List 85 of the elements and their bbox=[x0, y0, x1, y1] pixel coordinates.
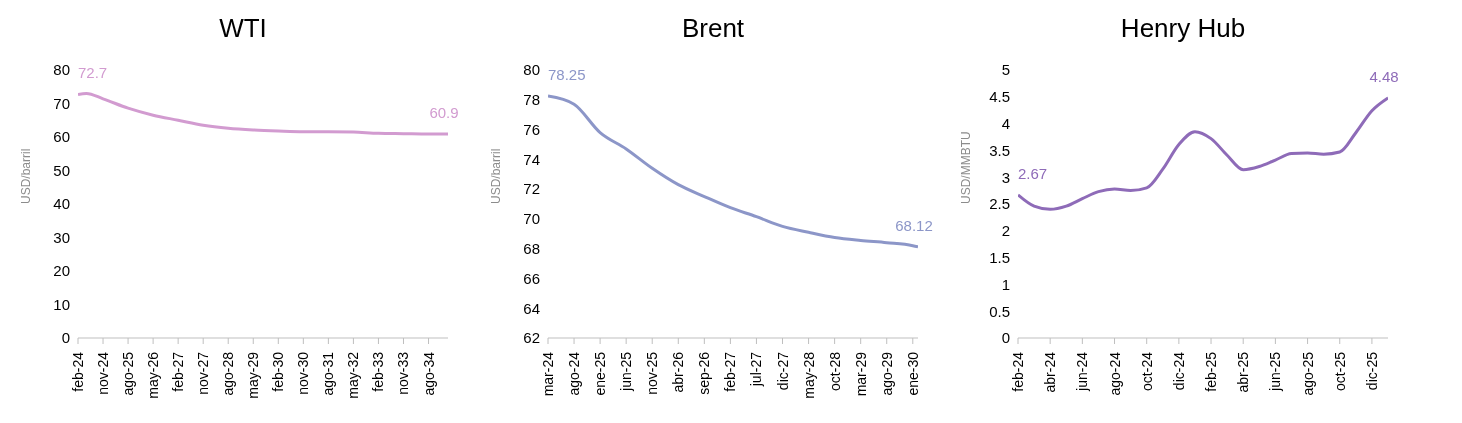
data-label: 60.9 bbox=[429, 103, 459, 121]
y-tick-label: 0.5 bbox=[989, 302, 1010, 320]
data-label: 78.25 bbox=[548, 66, 586, 84]
y-tick-label: 4 bbox=[1001, 114, 1010, 132]
y-tick-label: 80 bbox=[523, 61, 540, 79]
y-tick-label: 50 bbox=[53, 161, 70, 179]
x-tick-label: ago-24 bbox=[1106, 351, 1123, 396]
x-tick-label: oct-28 bbox=[826, 351, 843, 391]
line-series bbox=[1018, 96, 1388, 211]
x-tick-label: may-32 bbox=[345, 351, 362, 399]
x-tick-label: feb-27 bbox=[170, 351, 187, 392]
y-tick-label: 3 bbox=[1001, 168, 1010, 186]
x-tick-label: mar-24 bbox=[540, 351, 556, 397]
data-label: 2.67 bbox=[1018, 164, 1048, 182]
x-tick-label: feb-25 bbox=[1203, 351, 1220, 392]
x-tick-label: oct-25 bbox=[1331, 351, 1348, 391]
x-tick-label: sep-26 bbox=[696, 351, 713, 395]
y-tick-label: 70 bbox=[523, 210, 540, 228]
y-tick-label: 20 bbox=[53, 262, 70, 280]
x-tick-label: feb-24 bbox=[70, 351, 86, 392]
x-tick-label: mar-29 bbox=[852, 351, 869, 397]
x-tick-label: feb-30 bbox=[270, 351, 287, 392]
x-tick-label: jun-25 bbox=[1267, 351, 1284, 392]
y-tick-label: 68 bbox=[523, 239, 540, 257]
x-tick-label: dic-24 bbox=[1170, 351, 1187, 391]
y-tick-label: 76 bbox=[523, 120, 540, 138]
data-label: 68.12 bbox=[895, 216, 933, 234]
y-axis-title: USD/barril bbox=[19, 148, 34, 204]
x-tick-label: may-26 bbox=[145, 351, 162, 399]
x-tick-label: abr-26 bbox=[670, 351, 687, 393]
y-tick-label: 40 bbox=[53, 195, 70, 213]
x-tick-label: oct-24 bbox=[1138, 351, 1155, 391]
y-axis-title: USD/MMBTU bbox=[959, 131, 974, 204]
y-tick-label: 2.5 bbox=[989, 195, 1010, 213]
y-tick-label: 72 bbox=[523, 180, 540, 198]
y-tick-label: 64 bbox=[523, 299, 540, 317]
x-tick-label: may-29 bbox=[245, 351, 262, 399]
y-tick-label: 0 bbox=[1001, 329, 1010, 347]
x-tick-label: nov-27 bbox=[195, 351, 212, 395]
y-tick-label: 10 bbox=[53, 295, 70, 313]
y-tick-label: 1.5 bbox=[989, 248, 1010, 266]
x-tick-label: jun-25 bbox=[618, 351, 635, 392]
x-tick-label: feb-24 bbox=[1010, 351, 1026, 392]
y-tick-label: 80 bbox=[53, 61, 70, 79]
x-tick-label: ene-25 bbox=[592, 351, 609, 396]
x-tick-label: abr-24 bbox=[1042, 351, 1059, 393]
x-tick-label: ago-25 bbox=[1299, 351, 1316, 396]
data-label: 4.48 bbox=[1369, 67, 1399, 85]
x-tick-label: dic-27 bbox=[774, 351, 791, 391]
y-tick-label: 70 bbox=[53, 94, 70, 112]
y-tick-label: 3.5 bbox=[989, 141, 1010, 159]
x-tick-label: ago-24 bbox=[566, 351, 583, 396]
x-tick-label: nov-33 bbox=[395, 351, 412, 395]
x-tick-label: ago-34 bbox=[420, 351, 437, 396]
x-tick-label: jun-24 bbox=[1074, 351, 1091, 392]
y-tick-label: 30 bbox=[53, 228, 70, 246]
y-tick-label: 62 bbox=[523, 329, 540, 347]
chart-title: WTI bbox=[218, 12, 268, 45]
y-tick-label: 5 bbox=[1001, 61, 1010, 79]
x-tick-label: abr-25 bbox=[1235, 351, 1252, 393]
chart-title: Brent bbox=[680, 12, 746, 45]
y-tick-label: 2 bbox=[1001, 222, 1010, 240]
x-tick-label: feb-33 bbox=[370, 351, 387, 392]
x-tick-label: feb-27 bbox=[722, 351, 739, 392]
x-tick-label: nov-30 bbox=[295, 351, 312, 395]
x-tick-label: may-28 bbox=[800, 351, 817, 399]
chart-title: Henry Hub bbox=[1119, 12, 1247, 45]
x-tick-label: nov-25 bbox=[644, 351, 661, 395]
x-tick-label: jul-27 bbox=[748, 351, 765, 388]
y-tick-label: 1 bbox=[1001, 275, 1010, 293]
y-tick-label: 66 bbox=[523, 269, 540, 287]
data-label: 72.7 bbox=[78, 64, 108, 82]
y-axis-title: USD/barril bbox=[489, 148, 504, 204]
x-tick-label: ago-31 bbox=[320, 351, 337, 396]
x-tick-label: ago-29 bbox=[878, 351, 895, 396]
x-tick-label: ago-25 bbox=[120, 351, 137, 396]
y-tick-label: 78 bbox=[523, 91, 540, 109]
y-tick-label: 74 bbox=[523, 150, 540, 168]
x-tick-label: ago-28 bbox=[220, 351, 237, 396]
x-tick-label: ene-30 bbox=[904, 351, 921, 396]
y-tick-label: 4.5 bbox=[989, 88, 1010, 106]
x-tick-label: nov-24 bbox=[95, 351, 112, 395]
y-tick-label: 0 bbox=[61, 329, 70, 347]
y-tick-label: 60 bbox=[53, 128, 70, 146]
x-tick-label: dic-25 bbox=[1363, 351, 1380, 391]
